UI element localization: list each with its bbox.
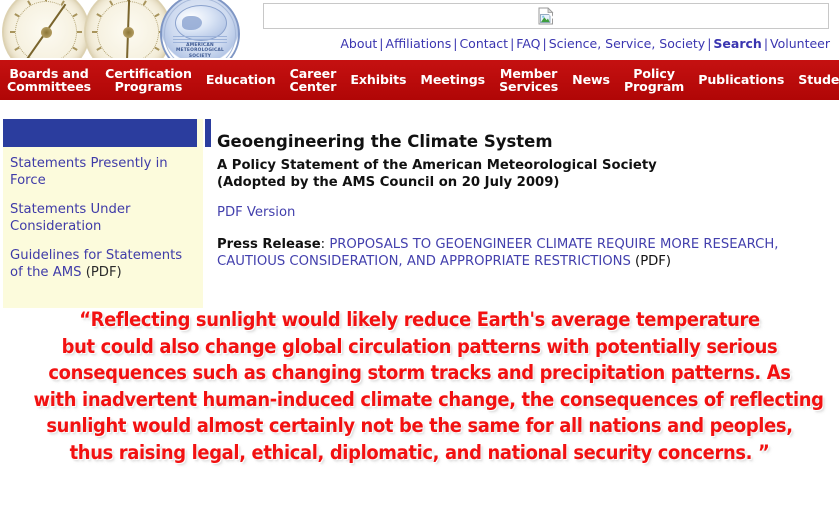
search-banner-box[interactable] xyxy=(263,3,829,29)
press-release-colon: : xyxy=(320,237,330,252)
nav-item-policy-program[interactable]: Policy Program xyxy=(617,65,691,94)
top-utility-links: About | Affiliations | Contact | FAQ | Science, … xyxy=(340,36,830,51)
top-link-science-service-society[interactable]: Science, Service, Society xyxy=(548,36,706,51)
top-link-separator: | xyxy=(542,36,547,51)
quote-line-4: with inadvertent human-induced climate c… xyxy=(33,387,824,411)
sidebar-item-statements-presently-in-force[interactable]: Statements Presently in Force xyxy=(10,156,196,189)
nav-item-certification-programs[interactable]: Certification Programs xyxy=(98,65,199,94)
press-release-pdf-suffix: (PDF) xyxy=(630,254,672,269)
nav-item-education[interactable]: Education xyxy=(199,73,283,87)
sidebar-item-label: Statements Under Consideration xyxy=(10,202,131,234)
nav-label-line1: Education xyxy=(205,72,276,88)
barometer-dial-right xyxy=(84,0,172,58)
nav-label-line1: Exhibits xyxy=(350,72,407,88)
nav-label-line2: Committees xyxy=(7,79,92,94)
press-release-link[interactable]: PROPOSALS TO GEOENGINEER CLIMATE REQUIRE… xyxy=(217,237,779,269)
top-link-separator: | xyxy=(453,36,458,51)
top-link-separator: | xyxy=(763,36,769,51)
nav-item-boards-and-committees[interactable]: Boards and Committees xyxy=(0,65,98,94)
ams-seal-logo[interactable]: AMERICAN METEOROLOGICAL SOCIETY xyxy=(160,0,240,58)
page-title: Geoengineering the Climate System xyxy=(217,132,553,151)
nav-label-line1: Policy xyxy=(633,65,675,81)
subtitle-line-2: (Adopted by the AMS Council on 20 July 2… xyxy=(217,175,560,190)
seal-line-1: AMERICAN xyxy=(186,43,214,48)
top-link-search[interactable]: Search xyxy=(713,36,762,51)
main-navigation: Boards and Committees Certification Prog… xyxy=(0,60,839,100)
nav-label-line1: Career xyxy=(289,65,337,81)
sidebar-item-statements-under-consideration[interactable]: Statements Under Consideration xyxy=(10,202,196,235)
sidebar-item-guidelines-for-statements[interactable]: Guidelines for Statements of the AMS (PD… xyxy=(10,248,196,281)
nav-label-line1: Meetings xyxy=(420,72,486,88)
nav-item-publications[interactable]: Publications xyxy=(691,73,791,87)
logo-strip: AMERICAN METEOROLOGICAL SOCIETY xyxy=(0,0,255,58)
barometer-dial-left xyxy=(2,0,90,58)
top-link-separator: | xyxy=(510,36,515,51)
nav-label-line1: Publications xyxy=(698,72,785,88)
broken-image-icon xyxy=(538,7,554,25)
quote-line-6: thus raising legal, ethical, diplomatic,… xyxy=(69,440,770,464)
top-link-about[interactable]: About xyxy=(340,36,378,51)
top-link-separator: | xyxy=(707,36,712,51)
nav-label-line2: Programs xyxy=(114,79,183,94)
quote-line-3: consequences such as changing storm trac… xyxy=(48,361,791,384)
nav-label-line2: Services xyxy=(499,79,559,94)
sidebar-item-label: Guidelines for Statements of the AMS xyxy=(10,248,183,280)
seal-text: AMERICAN METEOROLOGICAL SOCIETY xyxy=(162,43,238,58)
nav-label-line1: Students xyxy=(798,72,839,88)
press-release-block: Press Release: PROPOSALS TO GEOENGINEER … xyxy=(217,236,835,270)
top-link-affiliations[interactable]: Affiliations xyxy=(385,36,452,51)
nav-label-line2: Program xyxy=(623,79,685,94)
main-content: Geoengineering the Climate System A Poli… xyxy=(205,119,835,270)
nav-item-member-services[interactable]: Member Services xyxy=(492,65,565,94)
nav-label-line1: Boards and xyxy=(9,65,89,81)
quote-line-1: “Reflecting sunlight would likely reduce… xyxy=(79,308,760,331)
press-release-label: Press Release xyxy=(217,237,321,252)
top-link-volunteer[interactable]: Volunteer xyxy=(770,36,830,51)
nav-label-line1: News xyxy=(572,72,610,88)
nav-item-exhibits[interactable]: Exhibits xyxy=(343,73,413,87)
pdf-version-link[interactable]: PDF Version xyxy=(217,205,296,220)
page-body: Statements Presently in Force Statements… xyxy=(0,100,839,512)
left-sidebar: Statements Presently in Force Statements… xyxy=(3,119,203,308)
waves-icon xyxy=(173,36,227,44)
seal-line-3: SOCIETY xyxy=(188,53,212,58)
sidebar-item-suffix: (PDF) xyxy=(85,264,122,280)
content-accent-bar xyxy=(205,119,211,147)
nav-item-meetings[interactable]: Meetings xyxy=(413,73,492,87)
top-link-contact[interactable]: Contact xyxy=(459,36,509,51)
subtitle-line-1: A Policy Statement of the American Meteo… xyxy=(217,158,657,173)
nav-label-line1: Member xyxy=(499,65,558,81)
nav-label-line2: Center xyxy=(289,79,337,94)
top-link-separator: | xyxy=(379,36,384,51)
site-header: AMERICAN METEOROLOGICAL SOCIETY About | Af… xyxy=(0,0,839,58)
page-subtitle: A Policy Statement of the American Meteo… xyxy=(217,157,835,191)
top-link-faq[interactable]: FAQ xyxy=(516,36,541,51)
sidebar-header-block xyxy=(3,119,197,147)
nav-item-students[interactable]: Students xyxy=(791,73,839,87)
seal-line-2: METEOROLOGICAL xyxy=(175,48,225,54)
quote-line-5: sunlight would almost certainly not be t… xyxy=(46,414,793,437)
seal-ring xyxy=(164,0,236,58)
quote-line-2: but could also change global circulation… xyxy=(61,334,778,358)
nav-item-career-center[interactable]: Career Center xyxy=(282,65,343,94)
sidebar-item-label: Statements Presently in Force xyxy=(10,156,168,188)
sidebar-link-list: Statements Presently in Force Statements… xyxy=(3,147,203,298)
nav-item-news[interactable]: News xyxy=(565,73,617,87)
nav-label-line1: Certification xyxy=(105,65,192,81)
featured-quote: “Reflecting sunlight would likely reduce… xyxy=(33,307,824,466)
